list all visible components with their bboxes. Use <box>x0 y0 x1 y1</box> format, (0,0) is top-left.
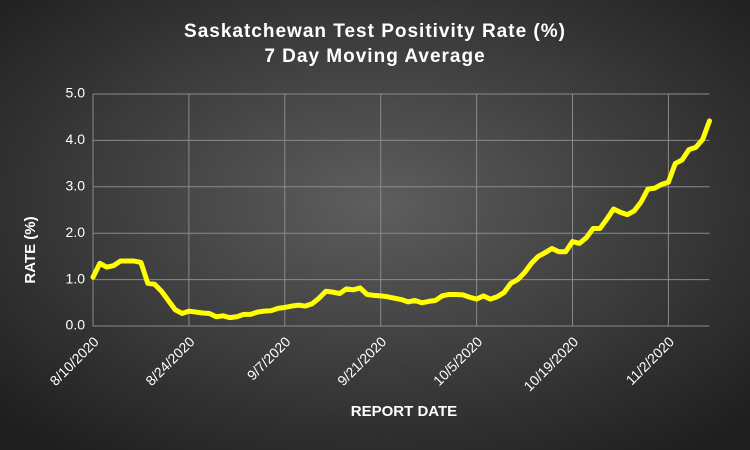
y-tick-label: 3.0 <box>66 178 86 194</box>
y-axis-label: RATE (%) <box>22 216 39 283</box>
y-tick-label: 2.0 <box>66 224 86 240</box>
y-tick-label: 4.0 <box>66 131 86 147</box>
data-line <box>90 118 712 321</box>
y-tick-label: 5.0 <box>66 85 86 101</box>
y-tick-label: 0.0 <box>66 317 86 333</box>
chart-title: Saskatchewan Test Positivity Rate (%) <box>184 21 566 42</box>
x-axis-label: REPORT DATE <box>351 403 457 420</box>
y-tick-label: 1.0 <box>66 270 86 286</box>
chart-subtitle: 7 Day Moving Average <box>264 46 485 67</box>
